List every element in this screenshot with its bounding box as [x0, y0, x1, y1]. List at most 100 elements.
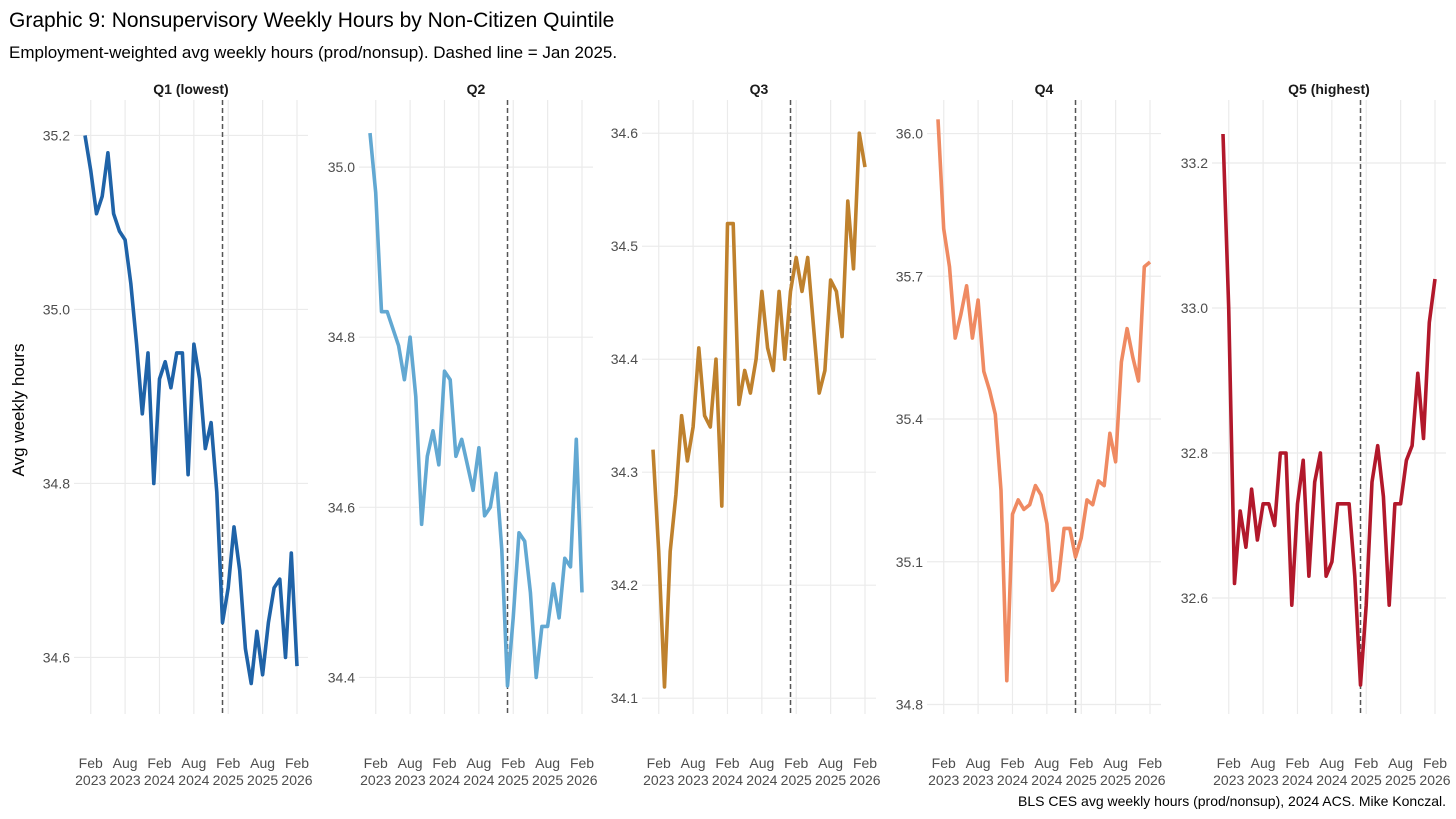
panel-5: Q5 (highest)32.632.833.033.2Feb2023Aug20… — [1181, 81, 1451, 788]
x-tick-label-year: 2026 — [1419, 772, 1450, 788]
y-tick-label: 33.2 — [1181, 155, 1208, 171]
x-tick-label-month: Feb — [216, 755, 240, 771]
x-tick-label-month: Feb — [932, 755, 956, 771]
y-tick-label: 34.6 — [43, 649, 70, 665]
panels: Q1 (lowest)34.634.835.035.2Feb2023Aug202… — [43, 81, 1451, 788]
x-tick-label-year: 2023 — [75, 772, 106, 788]
panel-4: Q434.835.135.435.736.0Feb2023Aug2023Feb2… — [896, 81, 1166, 788]
x-tick-label-year: 2023 — [1213, 772, 1244, 788]
x-tick-label-month: Feb — [364, 755, 388, 771]
series-line-3 — [651, 131, 867, 689]
x-tick-label-year: 2025 — [1351, 772, 1382, 788]
x-tick-label-year: 2024 — [712, 772, 743, 788]
panel-title: Q2 — [467, 81, 486, 97]
y-tick-label: 34.1 — [611, 690, 638, 706]
x-tick-label-month: Aug — [113, 755, 138, 771]
x-tick-label-month: Feb — [1138, 755, 1162, 771]
x-tick-label-year: 2024 — [144, 772, 175, 788]
x-tick-label-year: 2025 — [1066, 772, 1097, 788]
x-tick-label-year: 2025 — [213, 772, 244, 788]
x-tick-label-year: 2023 — [1248, 772, 1279, 788]
y-tick-label: 35.2 — [43, 127, 70, 143]
x-tick-label-month: Feb — [784, 755, 808, 771]
x-tick-label-year: 2025 — [1385, 772, 1416, 788]
x-tick-label-year: 2023 — [360, 772, 391, 788]
x-tick-label-month: Feb — [647, 755, 671, 771]
x-tick-label-month: Aug — [398, 755, 423, 771]
y-tick-label: 34.8 — [328, 329, 355, 345]
x-tick-label-month: Aug — [1251, 755, 1276, 771]
x-tick-label-year: 2023 — [110, 772, 141, 788]
x-tick-label-month: Feb — [1423, 755, 1447, 771]
x-tick-label-month: Aug — [466, 755, 491, 771]
x-tick-label-month: Feb — [1217, 755, 1241, 771]
x-tick-label-year: 2024 — [1316, 772, 1347, 788]
y-tick-label: 35.4 — [896, 411, 923, 427]
x-tick-label-month: Aug — [1103, 755, 1128, 771]
y-tick-label: 32.6 — [1181, 590, 1208, 606]
series-line-2 — [368, 132, 584, 688]
x-tick-label-year: 2023 — [963, 772, 994, 788]
series-line-5 — [1221, 133, 1437, 687]
x-tick-label-month: Aug — [1388, 755, 1413, 771]
x-tick-label-year: 2024 — [997, 772, 1028, 788]
x-tick-label-year: 2026 — [566, 772, 597, 788]
x-tick-label-month: Feb — [570, 755, 594, 771]
x-tick-label-month: Feb — [715, 755, 739, 771]
x-tick-label-month: Feb — [285, 755, 309, 771]
y-tick-label: 35.7 — [896, 268, 923, 284]
x-tick-label-month: Aug — [181, 755, 206, 771]
y-tick-label: 34.4 — [611, 351, 638, 367]
x-tick-label-year: 2024 — [1031, 772, 1062, 788]
x-tick-label-month: Feb — [147, 755, 171, 771]
x-tick-label-month: Feb — [1354, 755, 1378, 771]
x-tick-label-year: 2026 — [281, 772, 312, 788]
panel-2: Q234.434.634.835.0Feb2023Aug2023Feb2024A… — [328, 81, 598, 788]
series-line-1 — [83, 135, 299, 686]
x-tick-label-year: 2024 — [178, 772, 209, 788]
x-tick-label-month: Aug — [535, 755, 560, 771]
panel-3: Q334.134.234.334.434.534.6Feb2023Aug2023… — [611, 81, 881, 788]
x-tick-label-year: 2025 — [781, 772, 812, 788]
panel-title: Q5 (highest) — [1288, 81, 1370, 97]
y-tick-label: 36.0 — [896, 126, 923, 142]
x-tick-label-year: 2024 — [463, 772, 494, 788]
x-tick-label-month: Aug — [749, 755, 774, 771]
x-tick-label-year: 2025 — [247, 772, 278, 788]
x-tick-label-month: Feb — [432, 755, 456, 771]
chart-title: Graphic 9: Nonsupervisory Weekly Hours b… — [9, 9, 614, 32]
x-tick-label-year: 2023 — [678, 772, 709, 788]
y-tick-label: 34.8 — [896, 696, 923, 712]
y-axis-label: Avg weekly hours — [9, 344, 28, 477]
y-tick-label: 34.5 — [611, 238, 638, 254]
x-tick-label-month: Feb — [1285, 755, 1309, 771]
x-tick-label-year: 2026 — [849, 772, 880, 788]
x-tick-label-year: 2023 — [928, 772, 959, 788]
y-tick-label: 34.6 — [611, 125, 638, 141]
x-tick-label-year: 2025 — [532, 772, 563, 788]
y-tick-label: 35.0 — [328, 159, 355, 175]
y-tick-label: 33.0 — [1181, 300, 1208, 316]
x-tick-label-month: Aug — [250, 755, 275, 771]
x-tick-label-year: 2025 — [498, 772, 529, 788]
y-tick-label: 34.4 — [328, 669, 355, 685]
x-tick-label-month: Feb — [1069, 755, 1093, 771]
x-tick-label-year: 2025 — [815, 772, 846, 788]
x-tick-label-month: Feb — [1000, 755, 1024, 771]
x-tick-label-month: Aug — [1319, 755, 1344, 771]
panel-1: Q1 (lowest)34.634.835.035.2Feb2023Aug202… — [43, 81, 313, 788]
x-tick-label-month: Aug — [966, 755, 991, 771]
x-tick-label-year: 2025 — [1100, 772, 1131, 788]
y-tick-label: 34.2 — [611, 577, 638, 593]
x-tick-label-month: Feb — [79, 755, 103, 771]
x-tick-label-year: 2023 — [395, 772, 426, 788]
y-tick-label: 34.8 — [43, 475, 70, 491]
x-tick-label-month: Aug — [818, 755, 843, 771]
y-tick-label: 34.6 — [328, 499, 355, 515]
panel-title: Q1 (lowest) — [153, 81, 228, 97]
series-line-4 — [936, 119, 1152, 683]
x-tick-label-year: 2026 — [1134, 772, 1165, 788]
x-tick-label-year: 2024 — [746, 772, 777, 788]
x-tick-label-year: 2023 — [643, 772, 674, 788]
